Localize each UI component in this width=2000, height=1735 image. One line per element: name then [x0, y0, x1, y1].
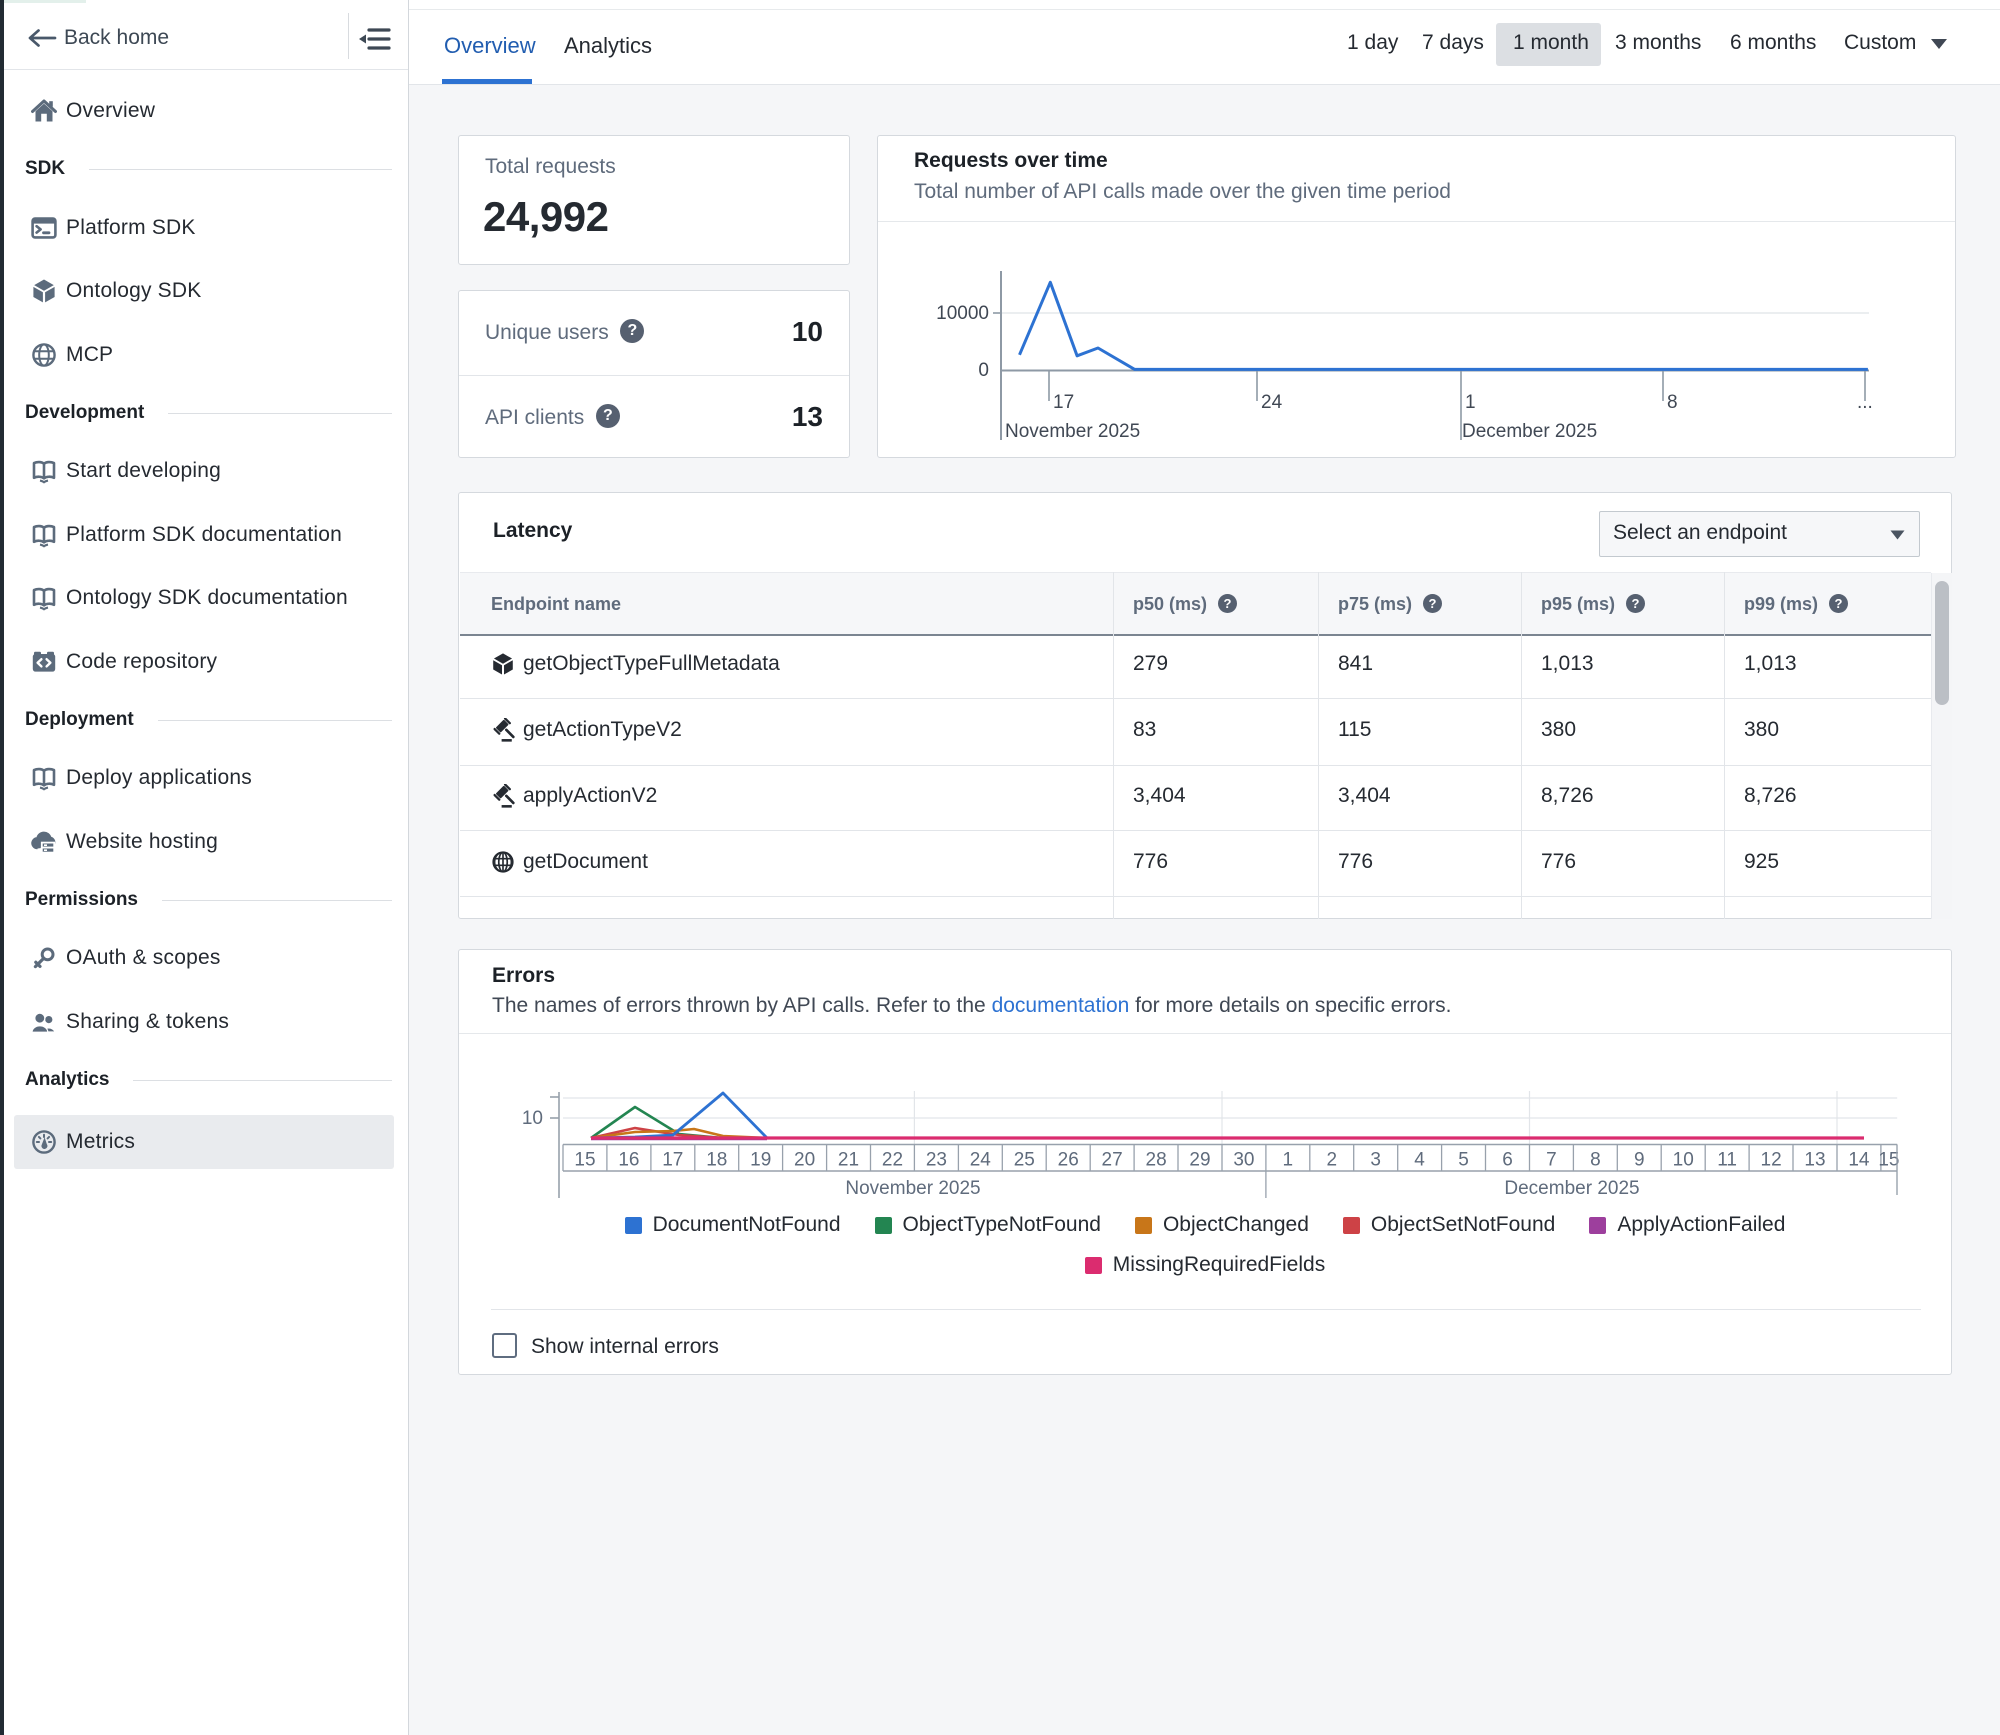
- svg-text:20: 20: [794, 1150, 815, 1171]
- svg-text:30: 30: [1233, 1150, 1254, 1171]
- svg-text:1: 1: [1283, 1150, 1294, 1171]
- svg-text:25: 25: [1014, 1150, 1035, 1171]
- svg-text:4: 4: [1414, 1150, 1425, 1171]
- svg-text:November 2025: November 2025: [845, 1178, 980, 1199]
- svg-text:27: 27: [1102, 1150, 1123, 1171]
- svg-text:18: 18: [706, 1150, 727, 1171]
- svg-text:December 2025: December 2025: [1462, 421, 1597, 442]
- svg-text:15: 15: [574, 1150, 595, 1171]
- svg-text:26: 26: [1058, 1150, 1079, 1171]
- svg-text:16: 16: [618, 1150, 639, 1171]
- svg-text:12: 12: [1761, 1150, 1782, 1171]
- svg-text:19: 19: [750, 1150, 771, 1171]
- svg-text:22: 22: [882, 1150, 903, 1171]
- svg-text:11: 11: [1717, 1150, 1737, 1171]
- svg-text:7: 7: [1546, 1150, 1557, 1171]
- svg-text:3: 3: [1370, 1150, 1381, 1171]
- svg-text:24: 24: [970, 1150, 992, 1171]
- svg-text:21: 21: [838, 1150, 859, 1171]
- svg-text:6: 6: [1502, 1150, 1513, 1171]
- svg-text:24: 24: [1261, 392, 1283, 413]
- svg-text:8: 8: [1667, 392, 1678, 413]
- svg-text:2: 2: [1327, 1150, 1338, 1171]
- svg-text:December 2025: December 2025: [1504, 1178, 1639, 1199]
- svg-text:28: 28: [1146, 1150, 1167, 1171]
- svg-text:10: 10: [522, 1108, 543, 1129]
- svg-text:10000: 10000: [936, 303, 989, 324]
- svg-text:10: 10: [1673, 1150, 1694, 1171]
- svg-text:...: ...: [1857, 392, 1873, 413]
- svg-text:17: 17: [1053, 392, 1074, 413]
- svg-text:0: 0: [978, 360, 989, 381]
- svg-text:17: 17: [662, 1150, 683, 1171]
- svg-text:November 2025: November 2025: [1005, 421, 1140, 442]
- svg-text:1: 1: [1465, 392, 1476, 413]
- svg-text:8: 8: [1590, 1150, 1601, 1171]
- svg-text:9: 9: [1634, 1150, 1645, 1171]
- svg-text:15: 15: [1878, 1150, 1899, 1171]
- svg-text:29: 29: [1189, 1150, 1210, 1171]
- svg-text:23: 23: [926, 1150, 947, 1171]
- svg-text:5: 5: [1458, 1150, 1469, 1171]
- svg-text:14: 14: [1848, 1150, 1870, 1171]
- svg-text:13: 13: [1804, 1150, 1825, 1171]
